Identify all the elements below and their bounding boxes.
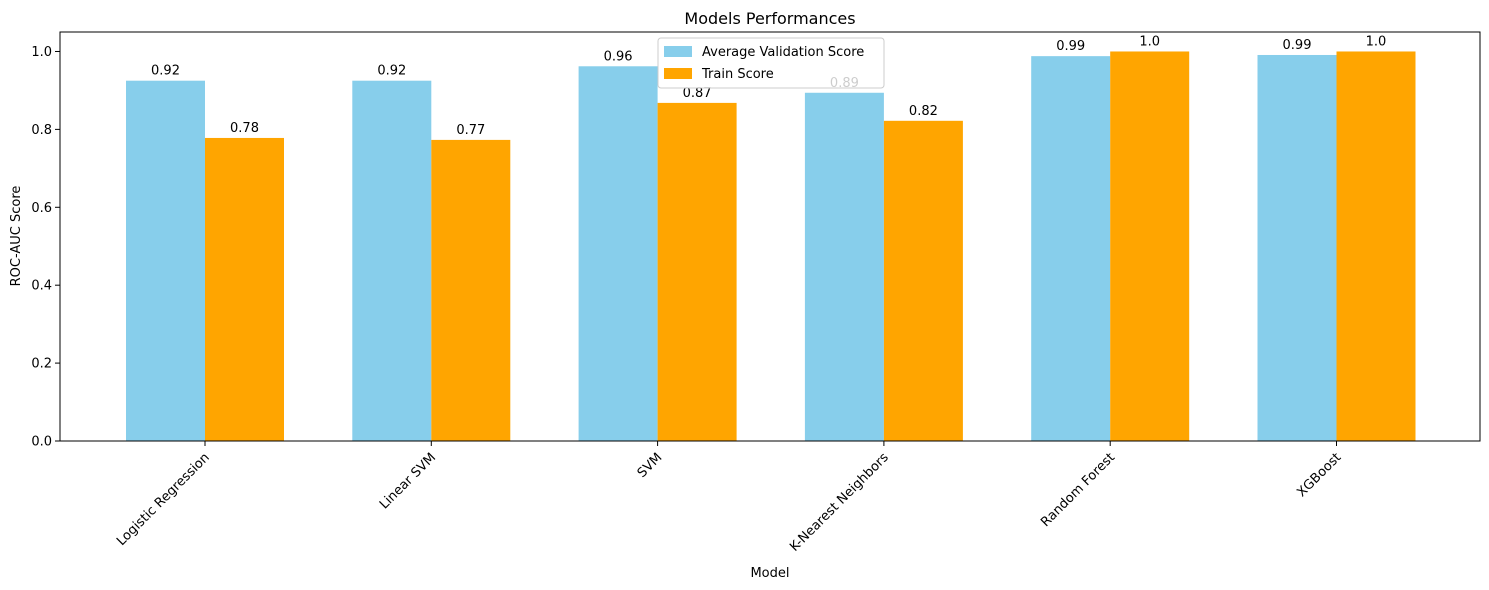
y-axis-label: ROC-AUC Score xyxy=(9,186,24,287)
data-label: 0.96 xyxy=(604,49,633,64)
bar-train xyxy=(1336,51,1416,441)
bar-train xyxy=(431,139,511,441)
x-tick-label: Linear SVM xyxy=(377,450,439,512)
bar-train xyxy=(883,120,963,441)
bar-validation xyxy=(1257,54,1337,441)
plot-frame xyxy=(59,31,1481,442)
y-tick-label: 0.8 xyxy=(31,123,52,138)
data-label: 1.0 xyxy=(1139,34,1160,49)
y-tick-label: 0.6 xyxy=(31,201,52,216)
bar-train xyxy=(205,137,284,441)
data-label: 0.78 xyxy=(230,121,259,136)
y-tick-label: 0.4 xyxy=(31,279,52,294)
x-tick-label: K-Nearest Neighbors xyxy=(787,450,892,555)
data-label: 0.82 xyxy=(909,104,938,119)
bar-validation xyxy=(352,80,432,441)
x-tick-label: Logistic Regression xyxy=(114,450,213,549)
legend-label: Average Validation Score xyxy=(702,45,864,60)
legend-box xyxy=(657,37,885,89)
bar-validation xyxy=(578,66,658,442)
data-label: 0.99 xyxy=(1283,38,1312,53)
data-label: 0.92 xyxy=(151,64,180,79)
y-tick-label: 0.0 xyxy=(31,435,52,450)
y-tick-label: 1.0 xyxy=(31,45,52,60)
legend-swatch xyxy=(664,46,692,57)
legend-swatch xyxy=(664,68,692,79)
x-tick-label: SVM xyxy=(635,450,666,481)
data-label: 0.92 xyxy=(377,64,406,79)
data-label: 0.87 xyxy=(683,86,712,101)
chart-title: Models Performances xyxy=(684,9,855,28)
y-tick-label: 0.2 xyxy=(31,357,52,372)
data-label: 0.77 xyxy=(456,123,485,138)
bar-validation xyxy=(804,92,884,441)
bar-validation xyxy=(1031,56,1111,441)
bar-train xyxy=(657,102,737,441)
x-tick-label: XGBoost xyxy=(1294,450,1344,500)
bar-validation xyxy=(126,80,205,441)
legend-label: Train Score xyxy=(701,67,774,82)
data-label: 1.0 xyxy=(1366,34,1387,49)
bars-layer xyxy=(126,51,1416,442)
legend: Average Validation Score Train Score xyxy=(657,37,885,89)
data-label: 0.99 xyxy=(1056,39,1085,54)
x-axis-label: Model xyxy=(750,566,789,581)
x-tick-label: Random Forest xyxy=(1038,450,1118,530)
bar-train xyxy=(1110,51,1190,441)
